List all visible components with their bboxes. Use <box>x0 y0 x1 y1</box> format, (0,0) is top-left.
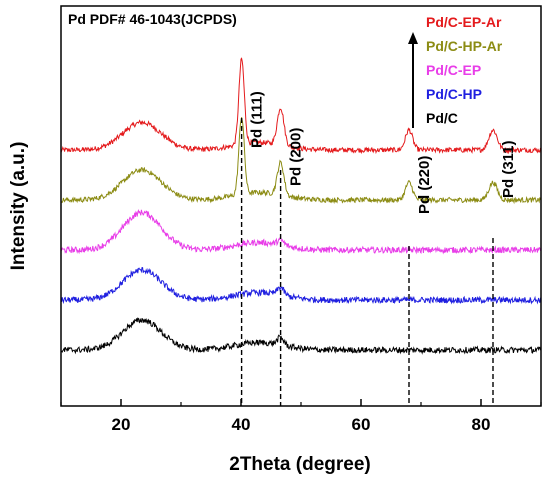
legend-entry: Pd/C-EP-Ar <box>426 14 502 30</box>
legend-arrow <box>408 32 418 128</box>
series-line-pd-c-ep <box>61 208 541 255</box>
peak-label: Pd (220) <box>416 156 433 214</box>
series-line-pd-c-hp-ar <box>61 117 541 205</box>
series-line-pd-c-hp <box>61 267 541 305</box>
reference-text: Pd PDF# 46-1043(JCPDS) <box>68 11 237 27</box>
peak-label: Pd (111) <box>249 91 266 148</box>
y-axis-title: Intensity (a.u.) <box>8 142 29 271</box>
x-tick-label: 40 <box>232 415 251 434</box>
x-tick-label: 60 <box>352 415 371 434</box>
x-tick-label: 20 <box>112 415 131 434</box>
legend: Pd/C-EP-Ar Pd/C-HP-Ar Pd/C-EP Pd/C-HP Pd/C <box>426 14 503 126</box>
x-ticks: 20 40 60 80 <box>60 399 542 434</box>
series-layer <box>61 57 541 355</box>
legend-entry: Pd/C-HP <box>426 86 482 102</box>
legend-entry: Pd/C-EP <box>426 62 481 78</box>
series-line-pd-c-ep-ar <box>61 57 541 155</box>
legend-entry: Pd/C-HP-Ar <box>426 38 503 54</box>
peak-label: Pd (200) <box>288 128 305 186</box>
legend-entry: Pd/C <box>426 110 458 126</box>
peak-labels: Pd (111) Pd (200) Pd (220) Pd (311) <box>249 91 517 214</box>
series-line-pd-c <box>61 317 541 355</box>
x-axis-title: 2Theta (degree) <box>229 454 370 475</box>
x-tick-label: 80 <box>472 415 491 434</box>
peak-lines-layer <box>240 118 494 406</box>
peak-label: Pd (311) <box>500 140 517 198</box>
